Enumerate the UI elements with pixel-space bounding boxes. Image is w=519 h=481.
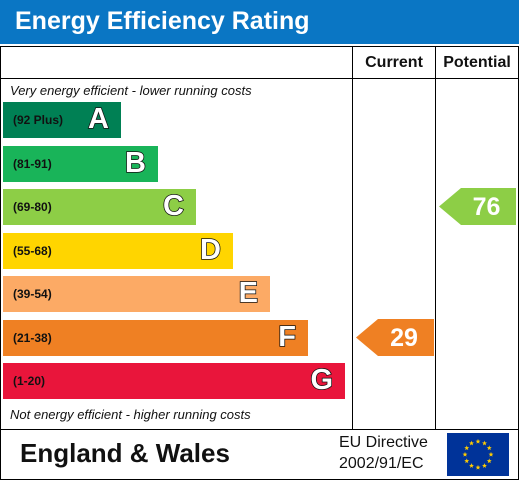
eu-star-icon bbox=[462, 451, 468, 457]
rating-band-e: (39-54) E bbox=[3, 276, 270, 312]
eu-star-icon bbox=[475, 438, 481, 444]
band-letter: A bbox=[87, 102, 109, 136]
eu-star-icon bbox=[469, 440, 474, 446]
potential-rating-arrow: 76 bbox=[439, 188, 516, 225]
column-divider-current bbox=[352, 47, 353, 430]
rating-band-a: (92 Plus) A bbox=[3, 102, 121, 138]
band-letter: E bbox=[238, 276, 259, 310]
column-header-current: Current bbox=[365, 54, 423, 71]
band-letter: D bbox=[199, 233, 221, 267]
column-header-potential: Potential bbox=[443, 54, 511, 71]
eu-star-icon bbox=[482, 440, 487, 446]
band-letter: G bbox=[310, 363, 334, 397]
rating-band-d: (55-68) D bbox=[3, 233, 233, 269]
eu-star-icon bbox=[464, 458, 470, 464]
eu-star-icon bbox=[486, 458, 492, 464]
rating-band-c: (69-80) C bbox=[3, 189, 196, 225]
band-range-label: (21-38) bbox=[13, 331, 52, 345]
current-rating-value: 29 bbox=[390, 324, 418, 352]
eu-directive-line2: 2002/91/EC bbox=[339, 455, 424, 472]
band-range-label: (92 Plus) bbox=[13, 113, 64, 127]
column-divider-potential bbox=[435, 47, 436, 430]
eu-star-icon bbox=[475, 464, 481, 470]
band-range-label: (1-20) bbox=[13, 374, 46, 388]
note-top: Very energy efficient - lower running co… bbox=[10, 83, 252, 98]
band-range-label: (55-68) bbox=[13, 244, 52, 258]
header-bar: Energy Efficiency Rating bbox=[0, 0, 519, 44]
note-bottom: Not energy efficient - higher running co… bbox=[10, 407, 251, 422]
potential-rating-value: 76 bbox=[472, 193, 501, 221]
footer-divider bbox=[1, 429, 518, 430]
rating-band-g: (1-20) G bbox=[3, 363, 345, 399]
potential-arrow-shape bbox=[439, 188, 516, 225]
eu-flag-icon bbox=[447, 433, 509, 476]
region-label: England & Wales bbox=[20, 438, 230, 468]
eu-star-icon bbox=[488, 451, 494, 457]
band-letter: B bbox=[124, 146, 146, 180]
eu-star-icon bbox=[482, 463, 487, 468]
band-range-label: (39-54) bbox=[13, 287, 52, 301]
eu-flag-stars bbox=[462, 438, 494, 470]
band-letter: F bbox=[278, 320, 297, 354]
band-range-label: (81-91) bbox=[13, 157, 52, 171]
rating-band-b: (81-91) B bbox=[3, 146, 158, 182]
eu-star-icon bbox=[486, 445, 492, 451]
band-letter: C bbox=[162, 189, 184, 223]
eu-directive-line1: EU Directive bbox=[339, 434, 428, 451]
eu-star-icon bbox=[464, 445, 470, 451]
current-arrow-shape bbox=[356, 319, 434, 356]
page-title: Energy Efficiency Rating bbox=[15, 7, 310, 35]
header-row-divider bbox=[1, 78, 518, 79]
rating-band-f: (21-38) F bbox=[3, 320, 308, 356]
current-rating-arrow: 29 bbox=[356, 319, 434, 356]
eu-star-icon bbox=[469, 463, 474, 468]
band-range-label: (69-80) bbox=[13, 200, 52, 214]
